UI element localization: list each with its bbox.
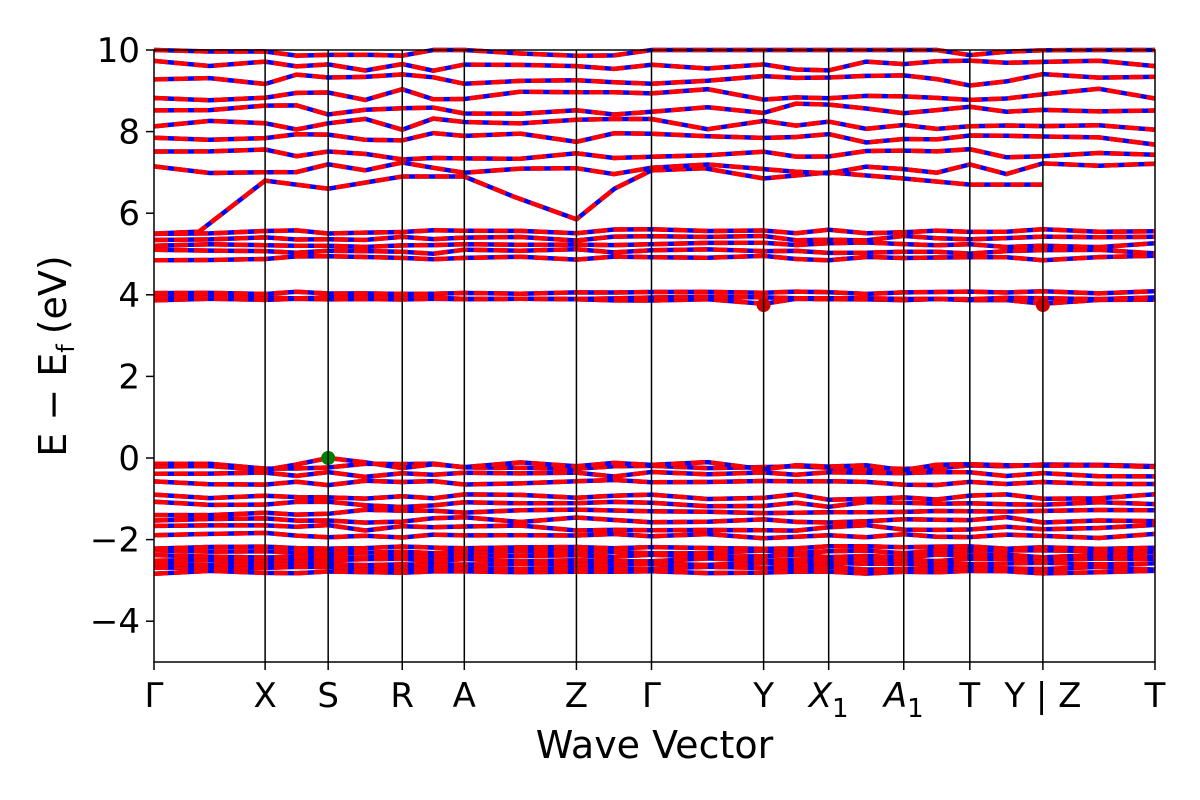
y-axis-label-unit: (eV) <box>31 255 75 334</box>
high-conduction-band-8-up <box>153 47 1155 59</box>
x-tick-label-0: Γ <box>145 676 164 716</box>
mid-valence-band-2-up <box>153 514 1156 525</box>
x-tick-label-5: Z <box>565 676 588 716</box>
flat-conduction-band-2-up <box>153 288 1156 297</box>
y-tick-label-4: 4 <box>118 276 140 316</box>
markers-layer <box>321 298 1050 465</box>
x-ticks-layer: Γ X S R A Z Γ Y X1 A1 T Y | Z T <box>145 662 1166 724</box>
conduction-5eV-band-3-up <box>153 233 1156 243</box>
top-valence-band-0-up <box>153 477 1156 488</box>
x-tick-label-1: X <box>253 676 276 716</box>
x-tick-label-2: S <box>317 676 339 716</box>
conduction-5eV-band-4-up <box>153 226 1156 237</box>
y-tick-label-1: −2 <box>90 521 140 561</box>
deep-valence-band-0-up <box>153 568 1156 577</box>
x-tick-label-4: A <box>453 676 476 716</box>
mid-valence-band-1-up <box>153 522 1156 533</box>
x-tick-label-8: X1 <box>807 676 849 724</box>
flat-conduction-band-1-up <box>153 294 1156 302</box>
x-tick-label-3: R <box>390 676 414 716</box>
y-axis-label: E − Ef (eV) <box>31 255 80 457</box>
mid-valence-band-4-up <box>153 499 1156 510</box>
kpoint-lines-layer <box>264 50 1044 662</box>
conduction-5eV-band-1-up <box>153 246 1156 256</box>
deep-valence-band-1-up <box>153 564 1156 572</box>
y-tick-label-5: 6 <box>118 194 140 234</box>
mid-valence-band-0-up <box>153 530 1156 541</box>
dispersive-band-0-down <box>153 166 1043 236</box>
x-tick-label-10: T <box>958 676 980 716</box>
dispersive-band-0-up <box>153 166 1043 236</box>
y-tick-label-7: 10 <box>97 31 140 71</box>
plot-frame <box>153 49 1156 663</box>
x-tick-label-9: A1 <box>882 676 924 724</box>
conduction-5eV-band-0-up <box>153 253 1156 263</box>
y-axis-label-subscript: f <box>52 344 80 353</box>
top-valence-band-1-up <box>153 469 1156 480</box>
y-axis-label-main: E − E <box>31 353 75 457</box>
y-tick-label-6: 8 <box>118 113 140 153</box>
y-tick-label-2: 0 <box>118 439 140 479</box>
conduction-5eV-band-2-up <box>153 240 1156 250</box>
mid-valence-band-5-up <box>153 491 1156 502</box>
x-tick-label-12: T <box>1144 676 1166 716</box>
y-tick-label-0: −4 <box>90 602 140 642</box>
deep-valence-band-6-up <box>153 543 1156 552</box>
x-tick-label-11: Y | Z <box>1003 676 1081 716</box>
y-ticks-layer: −4 −2 0 2 4 6 8 10 <box>90 31 154 642</box>
bands-layer <box>153 47 1156 577</box>
x-axis-label: Wave Vector <box>536 723 774 767</box>
y-tick-label-3: 2 <box>118 357 140 397</box>
x-tick-label-7: Y <box>752 676 774 716</box>
mid-valence-band-3-up <box>154 507 1156 518</box>
x-tick-label-6: Γ <box>642 676 661 716</box>
